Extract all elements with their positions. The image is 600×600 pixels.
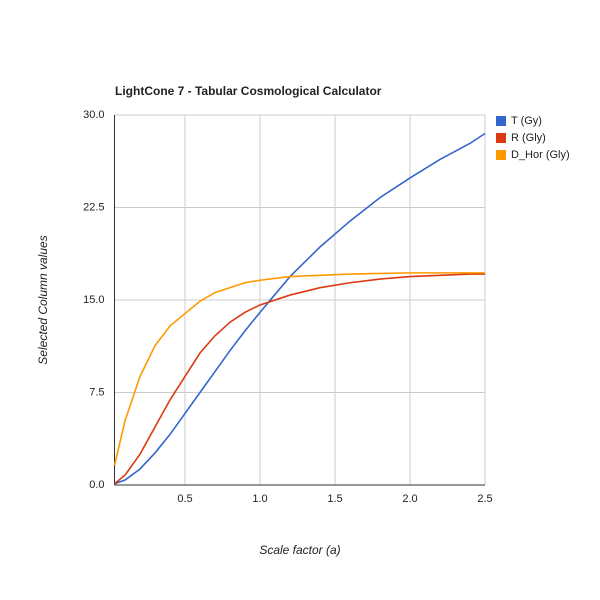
series-line — [113, 272, 485, 466]
x-tick-label: 1.0 — [252, 493, 267, 505]
legend-label: D_Hor (Gly) — [511, 149, 570, 161]
x-tick-label: 0.5 — [177, 493, 192, 505]
series-line — [114, 132, 486, 485]
legend-swatch — [496, 116, 506, 126]
x-tick-label: 1.5 — [327, 493, 342, 505]
series-line — [113, 273, 485, 485]
x-tick-label: 2.5 — [477, 493, 492, 505]
legend-swatch — [496, 150, 506, 160]
x-tick-label: 2.0 — [402, 493, 417, 505]
legend-label: T (Gy) — [511, 115, 542, 127]
legend-swatch — [496, 133, 506, 143]
y-axis-label: Selected Column values — [36, 235, 50, 364]
x-axis-label: Scale factor (a) — [259, 543, 340, 557]
chart-title: LightCone 7 - Tabular Cosmological Calcu… — [115, 84, 382, 98]
y-tick-label: 30.0 — [83, 109, 104, 121]
y-tick-label: 7.5 — [89, 386, 104, 398]
legend-label: R (Gly) — [511, 132, 546, 144]
y-tick-label: 0.0 — [89, 479, 104, 491]
y-tick-label: 22.5 — [83, 201, 104, 213]
y-tick-label: 15.0 — [83, 294, 104, 306]
